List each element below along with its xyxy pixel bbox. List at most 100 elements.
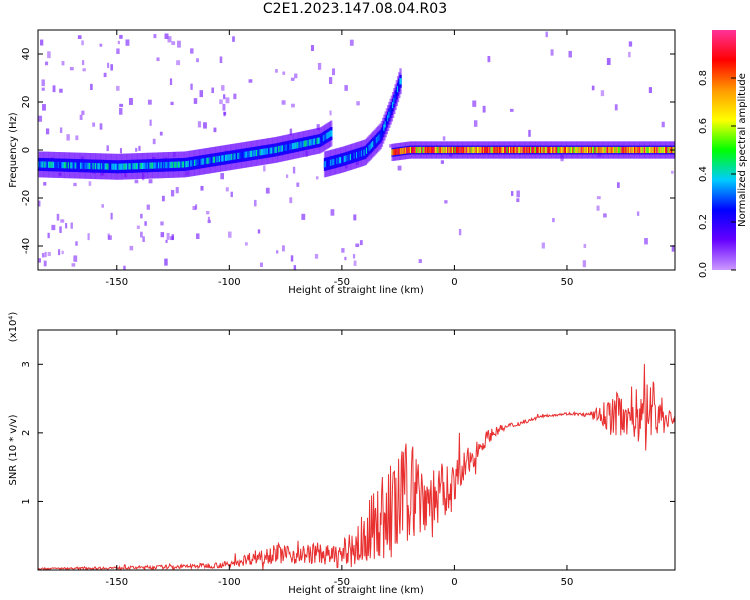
spectrogram-ridge-core [352, 153, 355, 160]
spectrogram-noise-cell [90, 83, 93, 91]
spectrogram-noise-cell [42, 104, 46, 111]
colorbar-tick-label: 0.6 [698, 118, 709, 134]
spectrogram-ridge-core [98, 163, 101, 170]
spectrogram-ridge-core [307, 139, 311, 146]
spectrogram-ridge-core [234, 153, 238, 160]
snr-panel: -150 -100 -50 0 50 1 2 3 Height of straight li… [8, 312, 676, 596]
spectrogram-noise-cell [41, 252, 45, 258]
spectrogram-ridge-core [179, 161, 182, 168]
spectrogram-ridge-core [94, 163, 98, 170]
spectrogram-ridge-core [267, 148, 270, 155]
spectrogram-ridge-core [87, 162, 90, 170]
spectrogram-ridge-core [249, 150, 252, 158]
spectrogram-noise-cell [314, 253, 319, 259]
spectrogram-ridge-core [169, 161, 172, 169]
spectrogram-y-tick-label: 20 [21, 96, 32, 109]
spectrogram-ridge-core [146, 162, 150, 169]
spectrogram-ridge-core [56, 161, 59, 169]
spectrogram-noise-cell [175, 187, 179, 194]
spectrogram-ridge-core [335, 158, 338, 165]
spectrogram-noise-cell [356, 101, 360, 106]
spectrogram-ridge-core [601, 146, 605, 154]
spectrogram-noise-cell [69, 66, 74, 71]
spectrogram-ridge-core [402, 147, 405, 155]
spectrogram-ridge-core [219, 155, 223, 162]
spectrogram-ridge-core [108, 163, 111, 170]
spectrogram-ridge-core [655, 146, 658, 154]
spectrogram-noise-cell [281, 100, 286, 105]
spectrogram-ridge-core [189, 160, 192, 167]
spectrogram-ridge-core [81, 162, 84, 169]
spectrogram-ridge-core [600, 146, 603, 154]
spectrogram-noise-cell [617, 182, 620, 188]
spectrogram-noise-cell [116, 48, 120, 55]
spectrogram-ridge-core [515, 146, 518, 154]
spectrogram-ridge-core [140, 162, 144, 170]
spectrogram-ridge-core [364, 148, 368, 156]
spectrogram-ridge-core [250, 150, 254, 157]
snr-series-line [38, 363, 675, 570]
spectrogram-noise-cell [73, 255, 78, 262]
spectrogram-y-tick-label: 0 [21, 147, 32, 153]
spectrogram-ridge-core [512, 146, 516, 154]
spectrogram-noise-cell [213, 127, 217, 133]
spectrogram-noise-cell [81, 40, 84, 46]
spectrogram-ridge-core [583, 146, 586, 154]
spectrogram-ridge-core [641, 146, 644, 154]
spectrogram-ridge-core [557, 146, 560, 154]
spectrogram-ridge-core [598, 146, 601, 154]
spectrogram-noise-cell [353, 260, 357, 266]
spectrogram-ridge-core [438, 146, 441, 154]
spectrogram-ridge-core [443, 146, 446, 154]
spectrogram-noise-cell [164, 33, 169, 40]
spectrogram-ridge-core [572, 146, 575, 154]
spectrogram-ridge-core [608, 146, 611, 154]
spectrogram-noise-cell [244, 242, 248, 246]
spectrogram-noise-cell [107, 233, 110, 240]
spectrogram-noise-cell [87, 233, 90, 241]
spectrogram-ridge-core [389, 108, 392, 115]
spectrogram-ridge-core [448, 146, 451, 154]
spectrogram-ridge-core [605, 146, 608, 154]
spectrogram-ridge-core [610, 146, 613, 154]
spectrogram-ridge-core [349, 153, 353, 161]
spectrogram-noise-cell [203, 122, 207, 129]
spectrogram-ridge-core [485, 146, 488, 154]
spectrogram-ridge-core [326, 132, 329, 139]
spectrogram-ridge-core [258, 149, 261, 156]
spectrogram-noise-cell [79, 114, 83, 120]
spectrogram-ridge-core [660, 146, 663, 154]
spectrogram-ridge-core [196, 159, 199, 166]
spectrogram-noise-cell [61, 250, 64, 255]
spectrogram-noise-cell [176, 60, 181, 66]
spectrogram-noise-cell [644, 238, 648, 245]
spectrogram-ridge-core [395, 148, 398, 156]
spectrogram-ridge-core [323, 161, 327, 168]
spectrogram-ridge-core [637, 146, 641, 154]
spectrogram-ridge-core [421, 146, 424, 154]
spectrogram-noise-cell [138, 145, 141, 151]
spectrogram-ridge-core [127, 163, 130, 170]
spectrogram-noise-cell [200, 185, 204, 191]
spectrogram-ridge-core [663, 146, 667, 154]
spectrogram-ridge-core [70, 162, 73, 169]
spectrogram-ridge-core [408, 146, 412, 154]
spectrogram-ridge-core [297, 141, 301, 149]
spectrogram-noise-cell [88, 181, 92, 186]
spectrogram-ridge-core [198, 158, 202, 166]
spectrogram-ridge-core [622, 146, 626, 154]
spectrogram-ridge-core [393, 97, 396, 105]
spectrogram-noise-cell [160, 232, 165, 238]
spectrogram-noise-cell [140, 213, 143, 219]
spectrogram-noise-cell [550, 49, 554, 56]
spectrogram-ridge-core [305, 140, 308, 147]
spectrogram-noise-cell [73, 182, 77, 187]
spectrogram-ridge-core [596, 146, 600, 154]
spectrogram-ridge-core [39, 161, 42, 168]
spectrogram-ridge-core [164, 161, 167, 169]
spectrogram-noise-cell [291, 103, 295, 108]
spectrogram-ridge-core [337, 157, 340, 164]
spectrogram-ridge-core [549, 146, 553, 154]
snr-y-tick-label: 1 [21, 498, 32, 504]
spectrogram-noise-cell [45, 128, 50, 135]
